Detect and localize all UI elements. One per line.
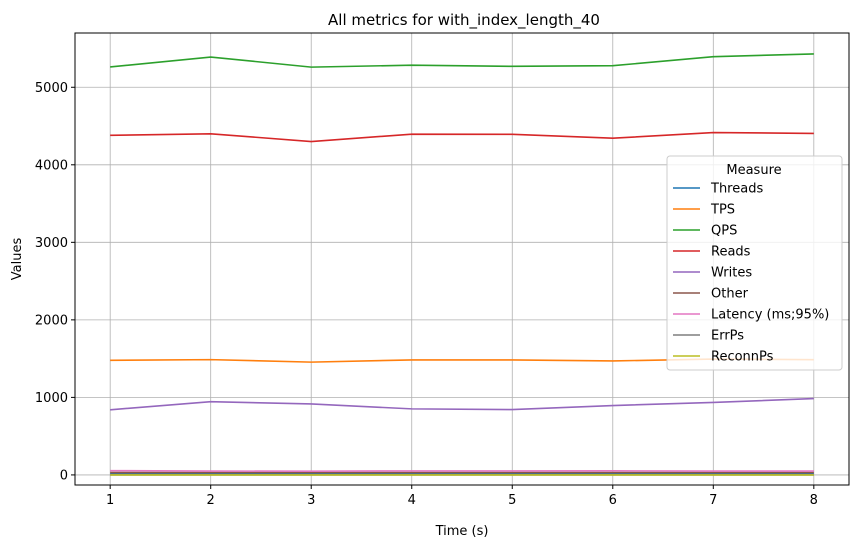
x-tick-label: 6 [609,493,617,508]
legend-label: Threads [710,182,763,197]
x-tick-label: 2 [207,493,215,508]
legend-item: QPS [673,224,737,239]
legend-item: Latency (ms;95%) [673,308,829,323]
y-axis: 0 1000 2000 3000 4000 5000 [35,81,75,483]
legend-label: Reads [711,245,751,260]
x-tick-label: 7 [709,493,717,508]
legend-item: Reads [673,245,751,260]
legend: Measure Threads TPS QPS Reads Writes Other Lat… [666,155,843,371]
legend-item: Writes [673,266,752,281]
legend-label: ErrPs [711,329,744,344]
x-axis: 1 2 3 4 5 6 7 8 [106,485,818,508]
y-tick-label: 4000 [35,158,68,173]
legend-label: QPS [711,224,737,239]
legend-label: TPS [710,203,735,218]
series-lines [110,53,814,476]
series-line-qps [110,53,814,68]
x-tick-label: 4 [408,493,416,508]
legend-item: Other [673,287,749,302]
y-tick-label: 0 [60,468,68,483]
y-axis-label: Values [10,238,25,281]
legend-label: Other [711,287,749,302]
y-tick-label: 2000 [35,313,68,328]
chart-title: All metrics for with_index_length_40 [328,11,600,30]
legend-item: TPS [673,203,735,218]
x-tick-label: 8 [810,493,818,508]
y-tick-label: 3000 [35,236,68,251]
x-tick-label: 1 [106,493,114,508]
legend-label: Writes [711,266,752,281]
legend-item: ReconnPs [673,350,774,365]
x-axis-label: Time (s) [435,524,489,539]
legend-item: Threads [673,182,763,197]
y-tick-label: 1000 [35,391,68,406]
legend-box [666,155,843,371]
x-tick-label: 5 [508,493,516,508]
x-tick-label: 3 [307,493,315,508]
legend-label: Latency (ms;95%) [711,308,829,323]
series-line-latency-ms-95 [110,469,814,472]
y-tick-label: 5000 [35,81,68,96]
plot-frame [74,32,850,486]
series-line-reads [110,131,814,143]
legend-item: ErrPs [673,329,744,344]
legend-title: Measure [726,163,781,178]
series-line-writes [110,397,814,411]
legend-label: ReconnPs [711,350,774,365]
